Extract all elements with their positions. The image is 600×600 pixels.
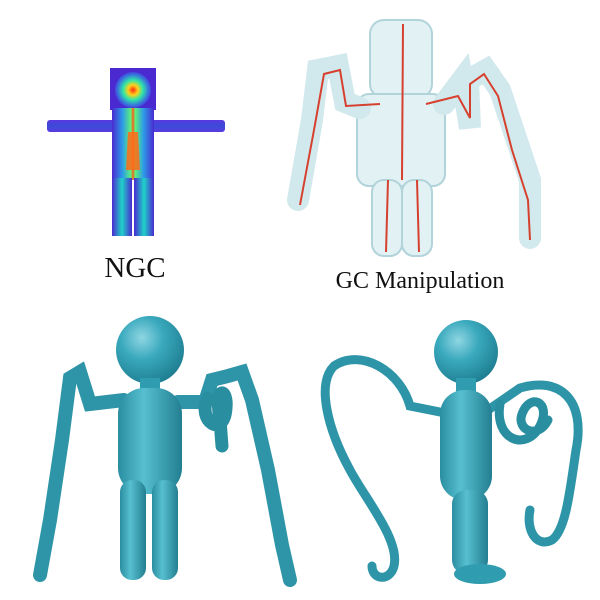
mesh-figure-side: [320, 320, 583, 584]
gc-leg-left-curve: [385, 179, 389, 253]
mesh-front-arm-right-loop: [198, 386, 233, 453]
mesh-front-torso: [118, 388, 182, 494]
mesh-front-head: [116, 316, 184, 384]
mesh-front-leg-left: [120, 480, 146, 580]
gc-arm-left: [287, 53, 371, 211]
gc-arm-right-curve: [425, 72, 531, 241]
gc-arm-right: [433, 52, 541, 249]
gc-leg-right-curve: [416, 179, 420, 253]
mesh-front-arm-left: [33, 361, 131, 582]
mesh-side-arm-right: [483, 380, 583, 547]
mesh-side-head: [434, 320, 498, 384]
mesh-side-neck: [456, 378, 476, 394]
gc-manipulation-figure: [287, 19, 541, 257]
ngc-leg-left: [112, 178, 132, 236]
mesh-side-arm-left: [320, 355, 445, 582]
gc-skeleton-curves: [299, 23, 531, 253]
ngc-torso-core: [126, 132, 140, 170]
mesh-figure-front: [33, 316, 297, 587]
gc-head: [369, 19, 433, 99]
ngc-leg-right: [134, 178, 154, 236]
mesh-side-foot: [454, 564, 506, 584]
mesh-side-torso: [440, 390, 492, 500]
mesh-front-leg-right: [152, 480, 178, 580]
caption-ngc: NGC: [104, 252, 166, 284]
ngc-heatmap-figure: [47, 68, 225, 236]
mesh-side-leg: [452, 490, 488, 574]
gc-arm-left-curve: [299, 68, 381, 206]
gc-spine-curve: [401, 23, 404, 181]
mesh-front-arm-right: [171, 363, 297, 587]
caption-gc-manipulation: GC Manipulation: [335, 268, 505, 294]
mesh-side-arm-right-curl: [494, 397, 553, 445]
ngc-head: [115, 72, 151, 108]
